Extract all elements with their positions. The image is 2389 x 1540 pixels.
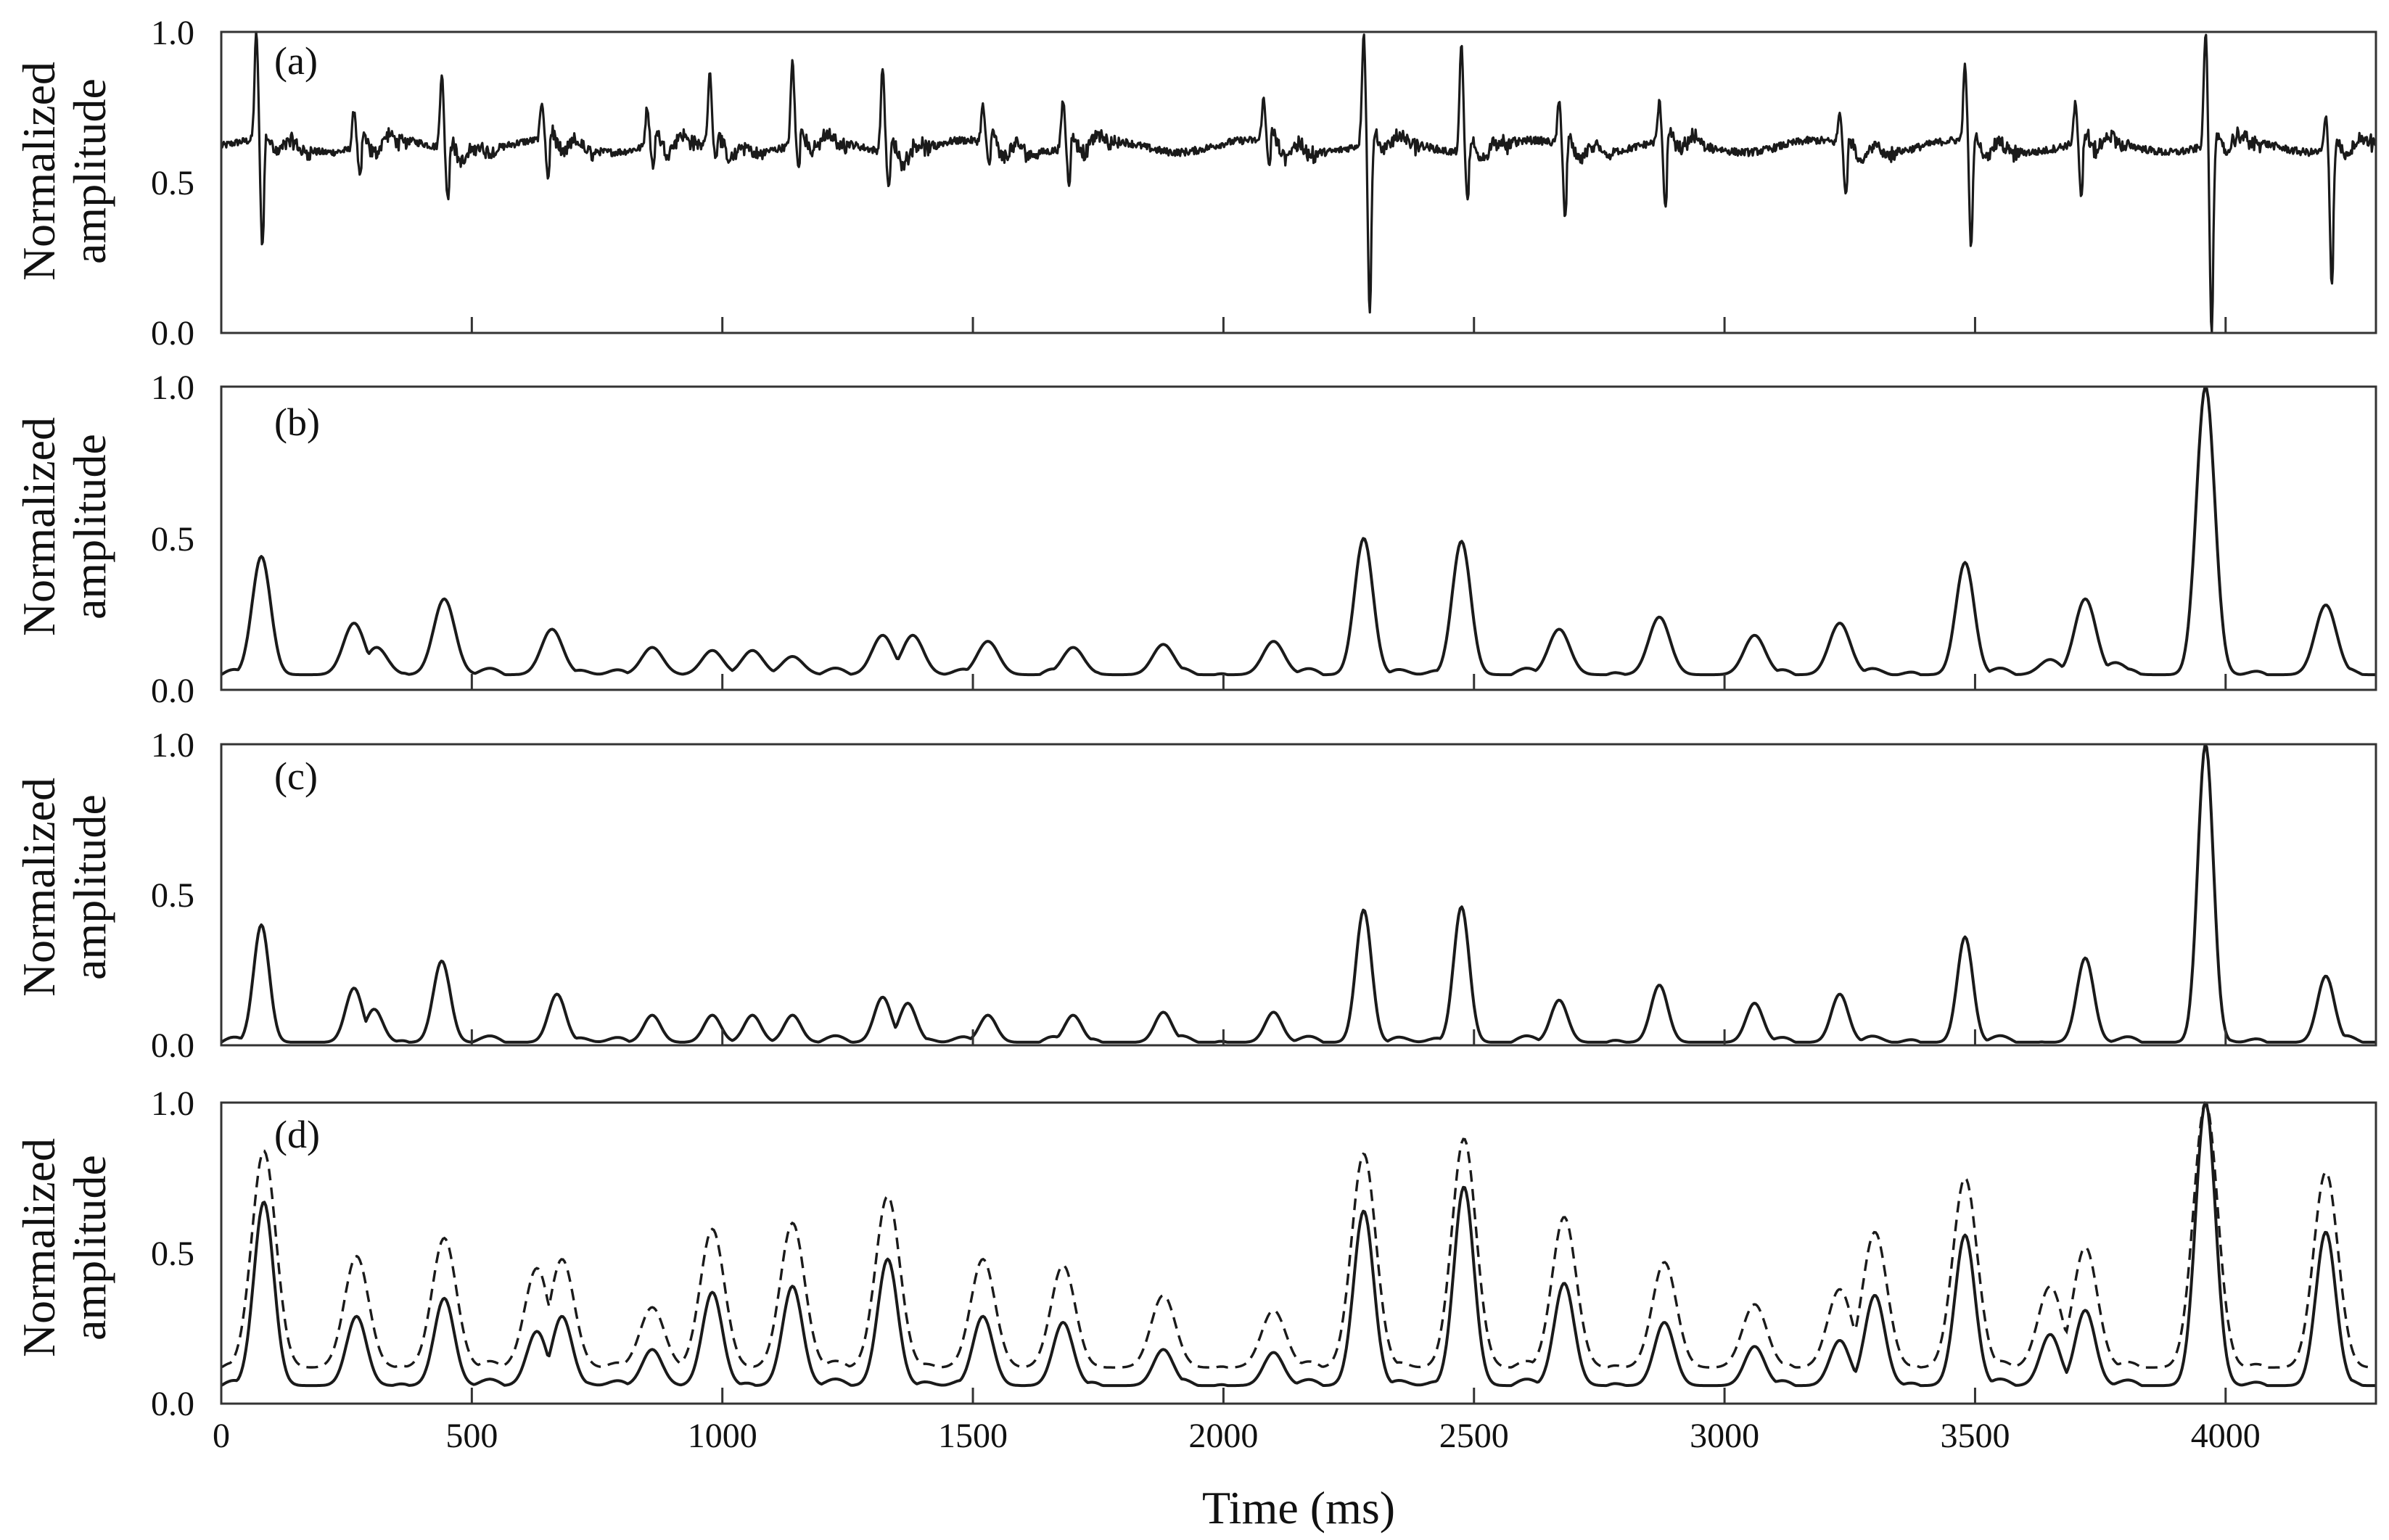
panel-c-xticks bbox=[470, 1029, 2227, 1045]
panel-c-label: (c) bbox=[274, 754, 318, 798]
panel-a-ylabel-line2: amplitude bbox=[64, 78, 115, 264]
panel-b: Normalized amplitude 0.0 0.5 1.0 (b) bbox=[13, 368, 2377, 710]
panel-a-frame bbox=[220, 30, 2377, 334]
panel-d-ylabel-line2: amplitude bbox=[64, 1155, 115, 1341]
panel-c: Normalized amplitude 0.0 0.5 1.0 (c) bbox=[13, 726, 2377, 1065]
panel-d-frame bbox=[220, 1101, 2377, 1405]
panel-c-ylabel-line2: amplitude bbox=[64, 794, 115, 980]
panel-a-xticks bbox=[470, 317, 2227, 333]
x-tick-label: 1000 bbox=[688, 1417, 757, 1455]
panel-d-series-solid bbox=[220, 1101, 2376, 1388]
panel-b-ytick-1: 0.5 bbox=[151, 520, 194, 559]
panel-d-xticks bbox=[470, 1388, 2227, 1404]
x-tick-labels: 0 500 1000 1500 2000 2500 3000 3500 4000 bbox=[213, 1417, 2261, 1455]
x-tick-label: 0 bbox=[213, 1417, 230, 1455]
panel-c-ytick-0: 0.0 bbox=[151, 1026, 194, 1065]
panel-d: Normalized amplitude 0.0 0.5 1.0 (d) bbox=[13, 1084, 2377, 1423]
panel-a-ytick-2: 1.0 bbox=[151, 14, 194, 52]
x-axis-title: Time (ms) bbox=[1202, 1482, 1395, 1533]
x-tick-label: 2500 bbox=[1439, 1417, 1509, 1455]
panel-c-signal bbox=[220, 743, 2376, 1044]
panel-d-label: (d) bbox=[274, 1113, 320, 1156]
panel-c-frame bbox=[220, 743, 2377, 1047]
panel-b-ylabel-line1: Normalized bbox=[13, 417, 65, 636]
panel-d-ytick-0: 0.0 bbox=[151, 1385, 194, 1423]
panel-b-label: (b) bbox=[274, 400, 320, 444]
x-tick-label: 4000 bbox=[2191, 1417, 2261, 1455]
panel-a-label: (a) bbox=[274, 39, 318, 83]
panel-c-ylabel-line1: Normalized bbox=[13, 778, 65, 997]
panel-a-ylabel-line1: Normalized bbox=[13, 62, 65, 281]
x-tick-label: 3500 bbox=[1940, 1417, 2010, 1455]
panel-b-frame bbox=[220, 385, 2377, 691]
panel-b-signal bbox=[220, 385, 2376, 677]
panel-c-ytick-2: 1.0 bbox=[151, 726, 194, 765]
panel-d-ylabel-line1: Normalized bbox=[13, 1138, 65, 1357]
panel-b-xticks bbox=[470, 674, 2227, 690]
x-tick-label: 3000 bbox=[1690, 1417, 1759, 1455]
panel-a-ytick-0: 0.0 bbox=[151, 314, 194, 353]
x-tick-label: 1500 bbox=[938, 1417, 1008, 1455]
panel-b-ytick-2: 1.0 bbox=[151, 368, 194, 407]
panel-b-ytick-0: 0.0 bbox=[151, 672, 194, 710]
panel-d-ytick-1: 0.5 bbox=[151, 1235, 194, 1273]
panel-b-ylabel-line2: amplitude bbox=[64, 434, 115, 619]
panel-d-ytick-2: 1.0 bbox=[151, 1084, 194, 1123]
panel-a: Normalized amplitude 0.0 0.5 1.0 (a) bbox=[13, 14, 2377, 353]
panel-d-series-dashed bbox=[221, 1100, 2377, 1369]
x-tick-label: 2000 bbox=[1188, 1417, 1258, 1455]
panel-a-signal bbox=[220, 30, 2377, 333]
panel-a-ytick-1: 0.5 bbox=[151, 164, 194, 202]
panel-c-ytick-1: 0.5 bbox=[151, 876, 194, 915]
x-tick-label: 500 bbox=[445, 1417, 498, 1455]
